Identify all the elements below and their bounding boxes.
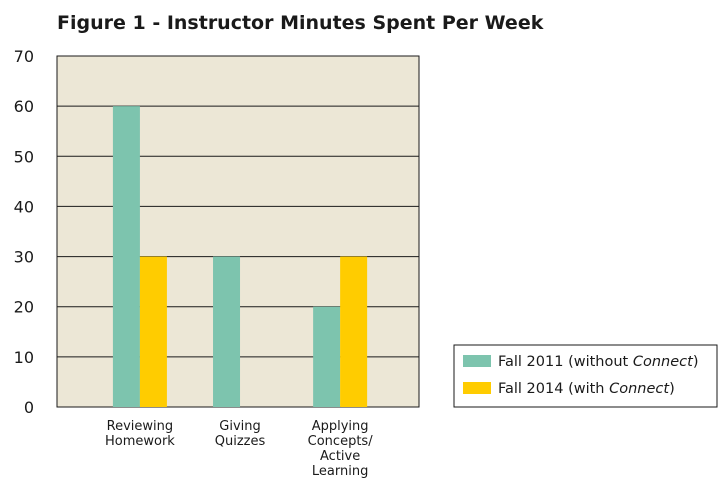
legend-label-part: Connect xyxy=(633,354,694,370)
x-category-label: Homework xyxy=(105,434,175,449)
legend-label-part: Fall 2011 (without xyxy=(498,354,633,370)
bar-series0-cat0 xyxy=(112,106,140,408)
legend-label-part: ) xyxy=(669,381,675,397)
y-tick-label: 60 xyxy=(14,97,34,116)
bar-series0-cat1 xyxy=(213,256,241,407)
x-category-label: Applying xyxy=(312,419,369,434)
x-category-label: Reviewing xyxy=(107,419,174,434)
bar-series1-cat2 xyxy=(340,256,368,407)
legend-label-part: Fall 2014 (with xyxy=(498,381,609,397)
bar-series0-cat2 xyxy=(313,306,341,407)
x-category-label: Quizzes xyxy=(215,434,266,449)
legend-label-1: Fall 2014 (with Connect) xyxy=(498,381,675,397)
x-category-label: Concepts/ xyxy=(308,434,374,449)
legend-swatch-0 xyxy=(463,355,491,367)
y-tick-label: 50 xyxy=(14,147,34,166)
legend-label-0: Fall 2011 (without Connect) xyxy=(498,354,699,370)
x-category-label: Giving xyxy=(219,419,260,434)
legend: Fall 2011 (without Connect)Fall 2014 (wi… xyxy=(453,344,718,408)
x-category-label: Learning xyxy=(312,464,368,479)
bar-series1-cat0 xyxy=(139,256,167,407)
y-tick-label: 70 xyxy=(14,47,34,66)
y-tick-label: 30 xyxy=(14,248,34,267)
legend-box xyxy=(453,344,718,408)
y-tick-label: 20 xyxy=(14,298,34,317)
y-tick-label: 0 xyxy=(24,398,34,417)
y-tick-label: 10 xyxy=(14,348,34,367)
bars xyxy=(112,106,368,408)
chart-title: Figure 1 - Instructor Minutes Spent Per … xyxy=(57,12,544,34)
legend-swatch-1 xyxy=(463,382,491,394)
y-axis-tick-labels: 0 10 20 30 40 50 60 70 xyxy=(14,47,34,417)
y-tick-label: 40 xyxy=(14,197,34,216)
x-category-label: Active xyxy=(320,449,360,464)
legend-label-part: ) xyxy=(693,354,699,370)
legend-label-part: Connect xyxy=(609,381,670,397)
